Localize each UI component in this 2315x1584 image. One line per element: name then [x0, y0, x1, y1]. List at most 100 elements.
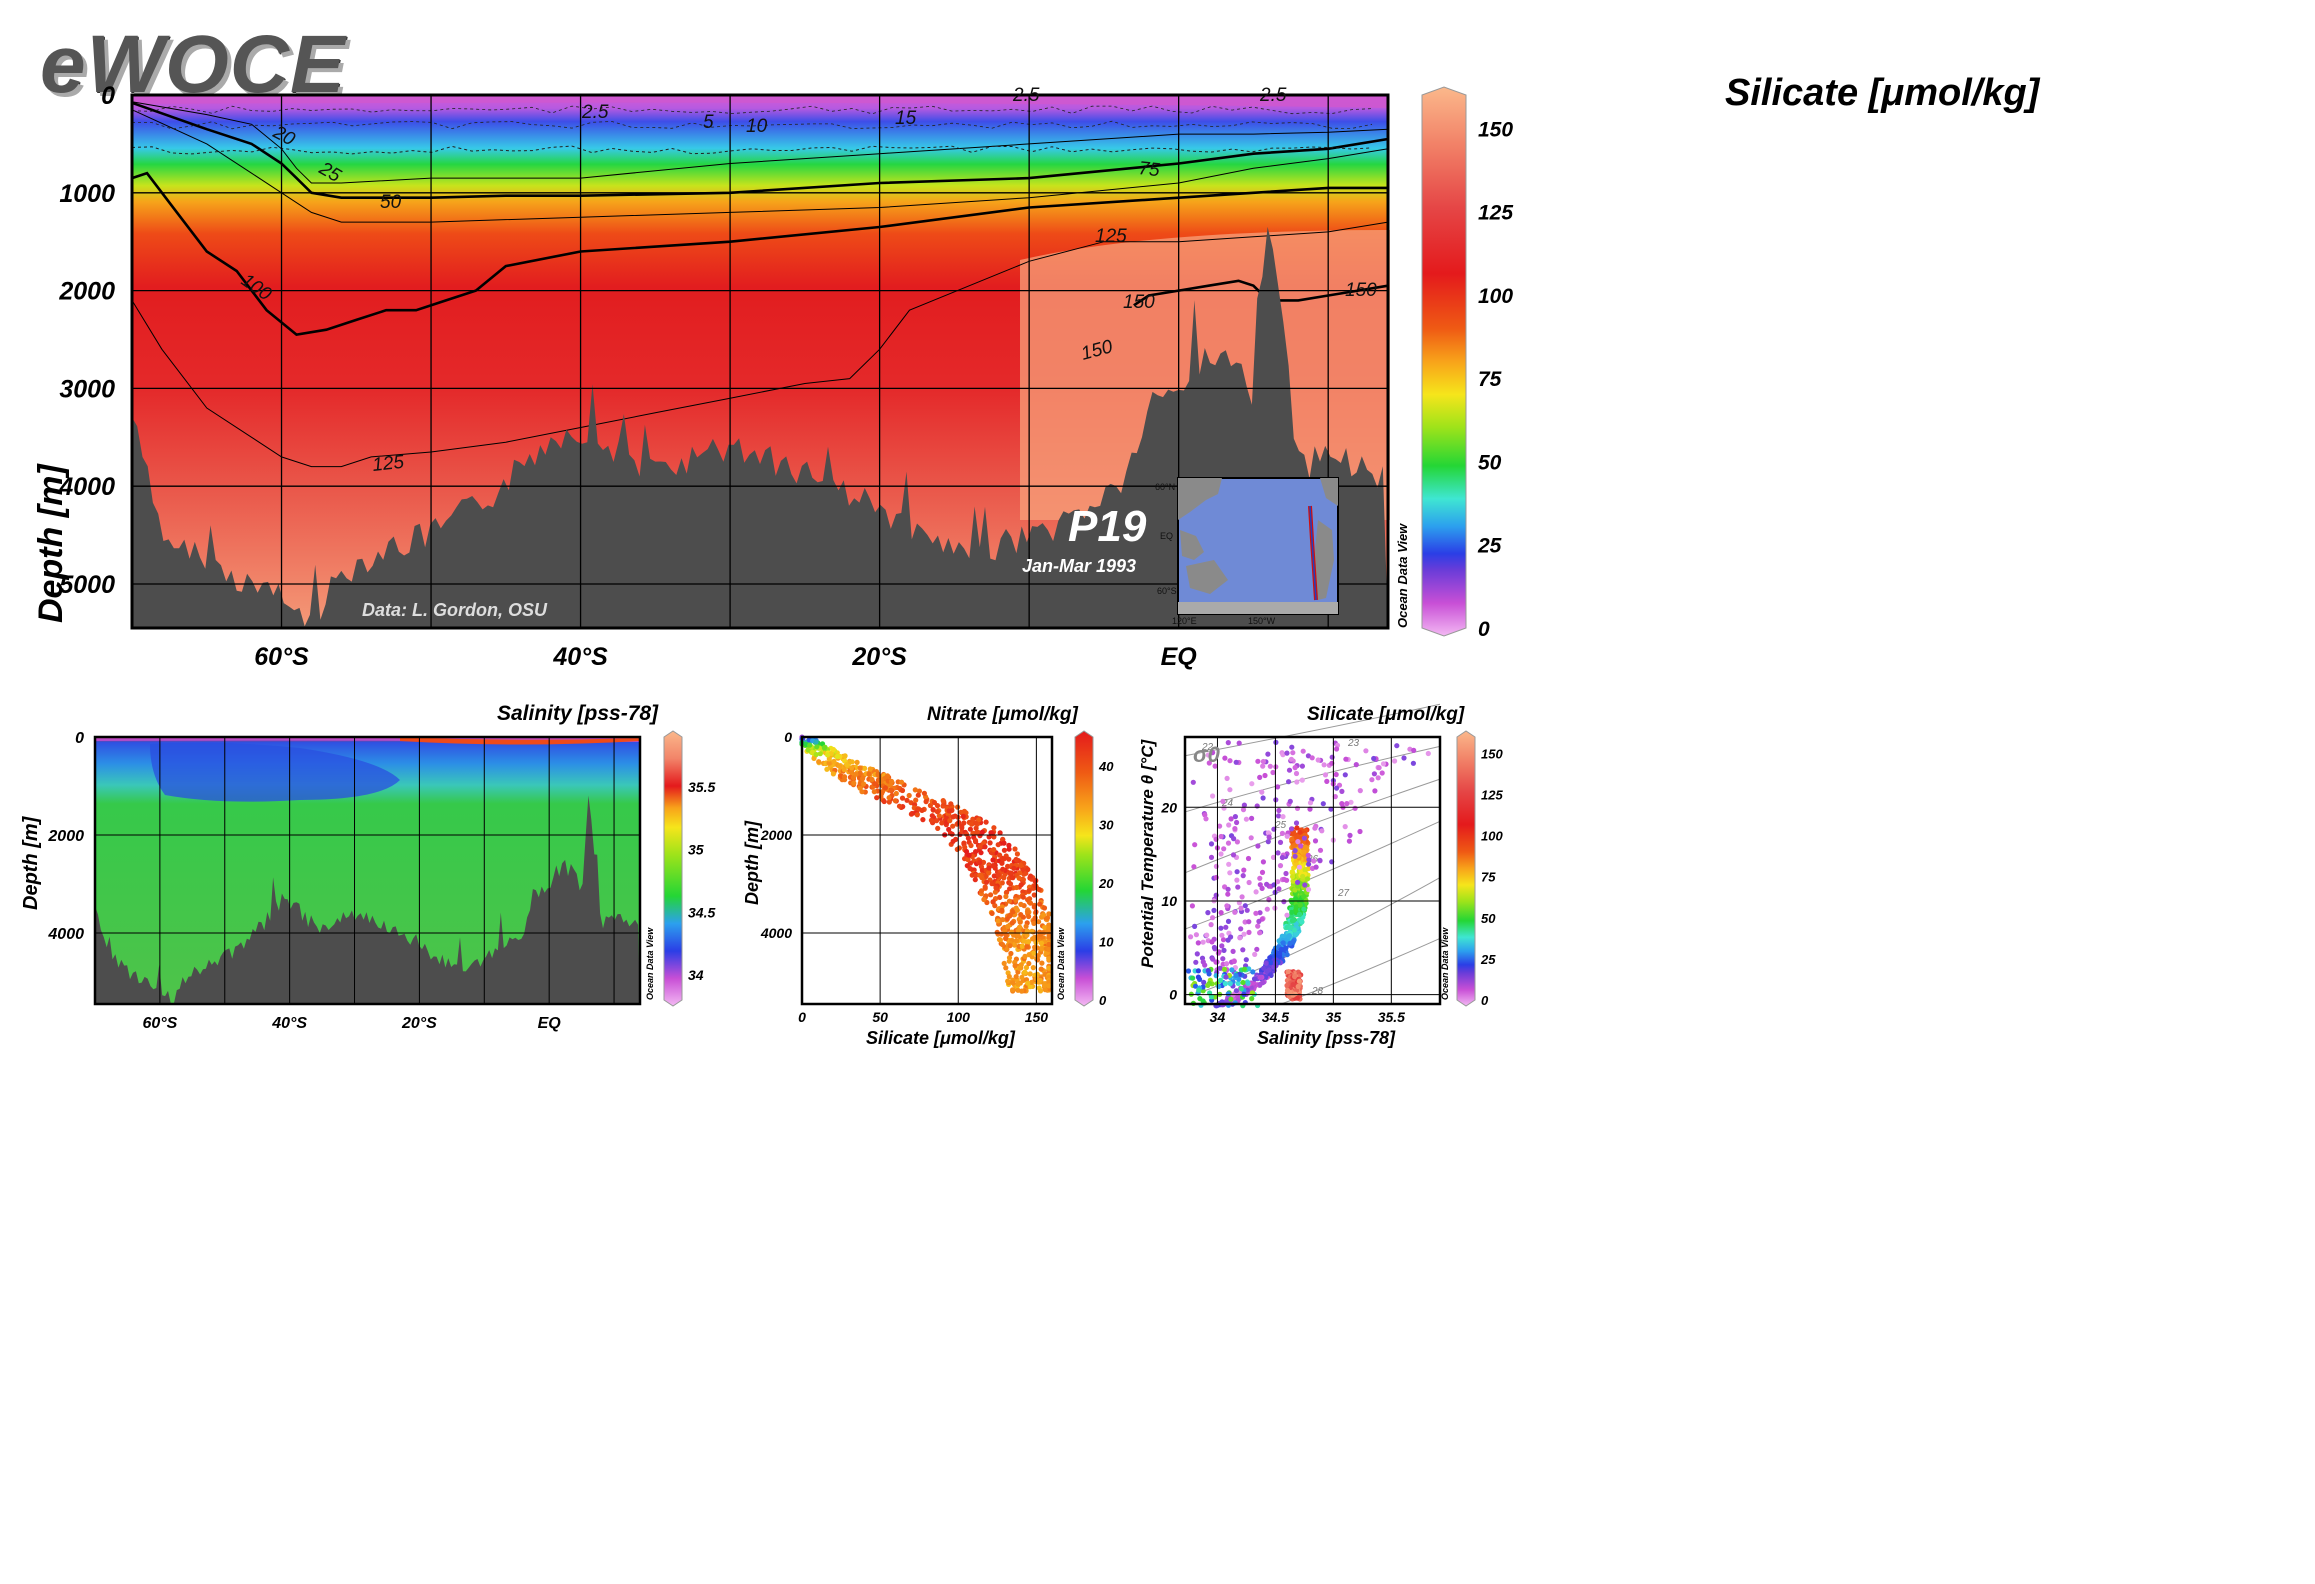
scatter-point	[1292, 765, 1298, 771]
scatter-point	[1250, 969, 1256, 975]
scatter-point	[927, 802, 934, 809]
scatter-point	[837, 763, 843, 770]
scatter-point	[1204, 932, 1210, 938]
scatter-point	[1346, 838, 1352, 844]
scatter-point	[1217, 965, 1223, 971]
section-label: P19	[1068, 502, 1147, 551]
colorbar-tick-label: 150	[1481, 746, 1503, 761]
scatter-point	[1218, 833, 1224, 840]
scatter-point	[1020, 894, 1026, 900]
ts-y-axis-label: Potential Temperature θ [°C]	[1138, 739, 1157, 968]
scatter-point	[816, 759, 822, 765]
scatter-point	[1026, 888, 1032, 894]
scatter-point	[1234, 839, 1240, 845]
scatter-point	[1042, 971, 1048, 977]
scatter-point	[1205, 752, 1211, 758]
scatter-point	[1357, 788, 1363, 794]
scatter-point	[1411, 747, 1417, 754]
colorbar-tick-label: 10	[1099, 935, 1114, 950]
y-tick-label: 3000	[59, 375, 115, 403]
scatter-point	[1301, 835, 1307, 841]
scatter-point	[1225, 740, 1231, 746]
scatter-point	[1288, 924, 1294, 931]
scatter-point	[874, 795, 880, 801]
scatter-point	[831, 758, 837, 765]
scatter-point	[1328, 806, 1334, 812]
scatter-point	[1275, 813, 1282, 819]
scatter-point	[1005, 923, 1011, 930]
scatter-point	[950, 838, 956, 844]
isoline	[131, 101, 1389, 199]
scatter-point	[1311, 858, 1317, 864]
scatter-point	[1041, 905, 1048, 911]
ts-colorbar	[1456, 730, 1476, 1007]
scatter-point	[1242, 919, 1248, 925]
scatter-point	[1257, 774, 1263, 781]
scatter-point	[1046, 925, 1052, 931]
y-tick-label: 2000	[58, 278, 115, 306]
scatter-point	[1206, 760, 1212, 766]
scatter-point	[1225, 918, 1232, 925]
scatter-point	[1213, 973, 1219, 979]
scatter-point	[1240, 979, 1246, 986]
scatter-point	[888, 787, 894, 793]
scatter-point	[1007, 870, 1014, 876]
scatter-point	[1013, 905, 1019, 911]
scatter-point	[1289, 744, 1295, 750]
scatter-point	[1025, 980, 1031, 986]
scatter-point	[1232, 909, 1238, 915]
scatter-point	[1293, 820, 1300, 826]
scatter-point	[1011, 865, 1017, 871]
y-tick-label: 5000	[59, 571, 115, 599]
density-label: 27	[1337, 888, 1350, 899]
scatter-point	[1185, 968, 1192, 974]
y-tick-label: 4000	[47, 926, 84, 943]
scatter-point	[987, 840, 993, 846]
scatter-point	[1004, 889, 1010, 895]
map-label: 150°W	[1248, 616, 1276, 626]
scatter-point	[1031, 892, 1037, 898]
nitrate-watermark: Ocean Data View	[1056, 927, 1066, 1000]
scatter-point	[1339, 801, 1345, 807]
scatter-point	[1242, 903, 1248, 909]
salinity-bathymetry	[95, 795, 640, 1004]
scatter-point	[896, 803, 903, 809]
scatter-point	[1234, 877, 1240, 883]
contour-label: 5	[703, 112, 714, 133]
scatter-point	[1212, 763, 1218, 769]
scatter-point	[1194, 951, 1200, 957]
scatter-point	[1018, 912, 1024, 918]
scatter-point	[974, 830, 980, 836]
scatter-point	[983, 819, 989, 825]
ts-colorbar-ticks: 0 25 50 75 100 125 150	[1480, 746, 1503, 1008]
scatter-point	[1006, 842, 1012, 849]
scatter-point	[1023, 923, 1029, 929]
scatter-point	[1301, 849, 1307, 855]
scatter-point	[1223, 974, 1229, 980]
main-bathymetry	[132, 226, 1388, 628]
scatter-point	[1195, 940, 1201, 946]
scatter-point	[1259, 885, 1265, 892]
scatter-point	[1003, 935, 1009, 942]
scatter-point	[1392, 758, 1398, 764]
x-tick-label: 35.5	[1378, 1009, 1405, 1025]
scatter-point	[973, 849, 979, 855]
y-tick-label: 4000	[58, 473, 115, 501]
scatter-point	[1255, 843, 1261, 849]
scatter-point	[1189, 903, 1195, 909]
ts-watermark: Ocean Data View	[1440, 927, 1450, 1000]
scatter-point	[977, 872, 983, 878]
colorbar-tick-label: 30	[1099, 818, 1114, 833]
scatter-point	[1255, 923, 1261, 929]
y-tick-label: 0	[75, 730, 84, 747]
salinity-chart-title: Salinity [pss-78]	[497, 702, 659, 725]
scatter-point	[1299, 919, 1305, 925]
scatter-point	[1221, 947, 1227, 954]
y-tick-label: 2000	[760, 827, 792, 843]
scatter-point	[1006, 958, 1012, 964]
scatter-point	[1046, 934, 1052, 940]
scatter-point	[1000, 917, 1006, 923]
map-label: 60°S	[1157, 586, 1177, 596]
scatter-point	[1234, 869, 1240, 875]
